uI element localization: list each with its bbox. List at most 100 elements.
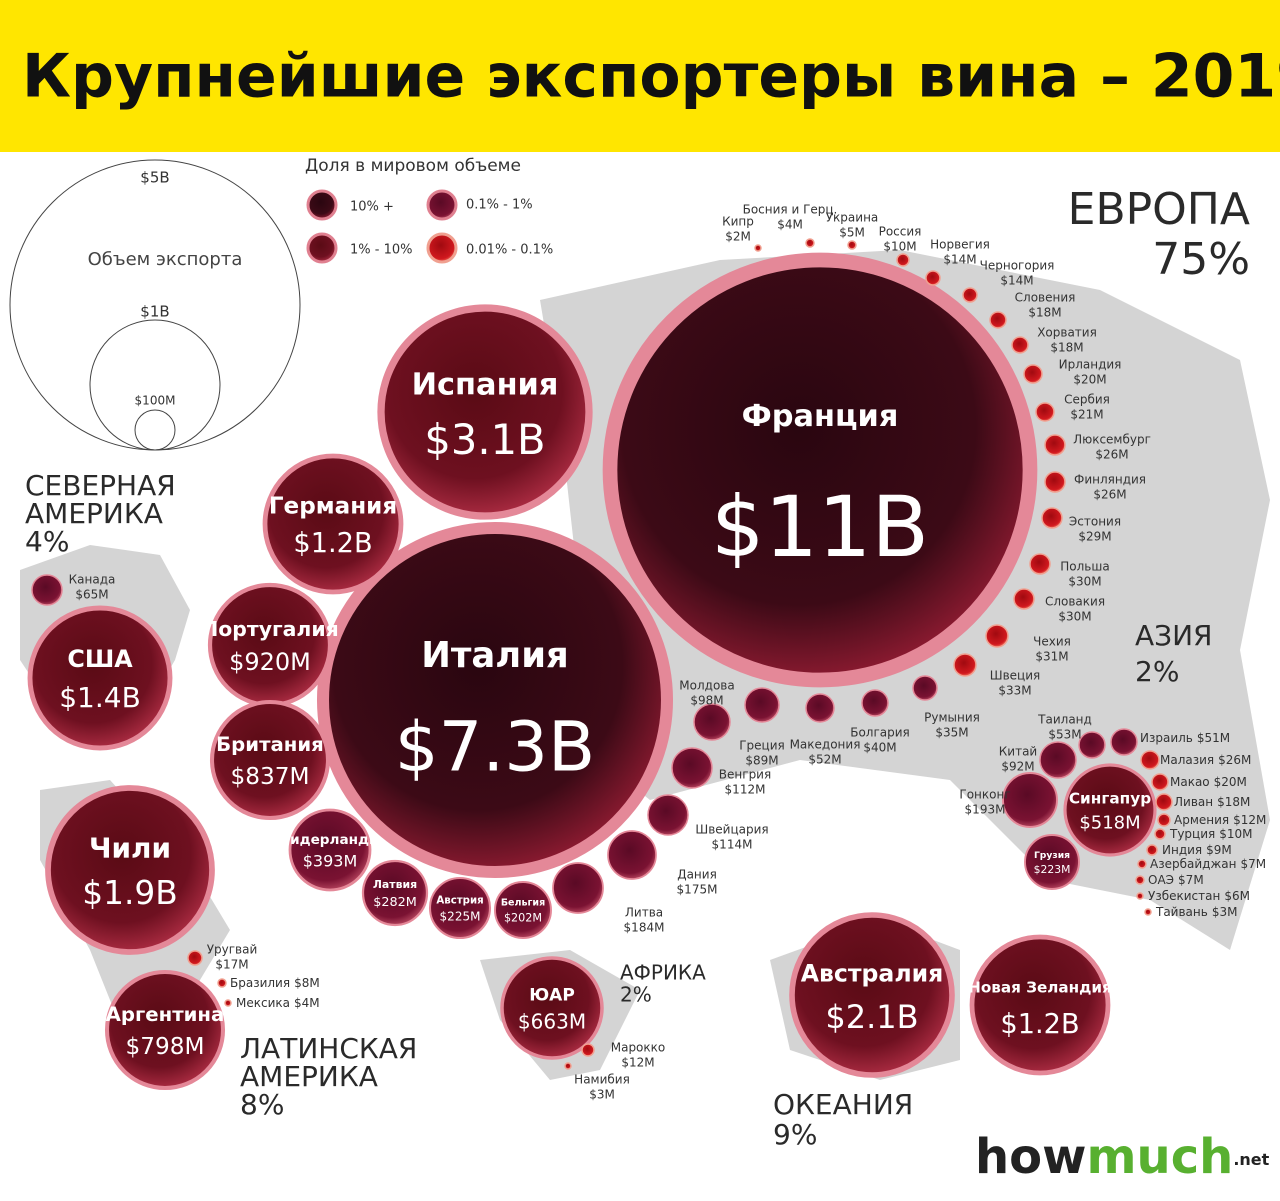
country-name: Литва [625, 906, 663, 920]
brand-c: .net [1233, 1150, 1269, 1169]
country-value: $223M [1034, 863, 1071, 876]
country-value: $14M [943, 253, 976, 267]
country-name: Мексика [236, 996, 290, 1010]
country-value: $282M [373, 895, 417, 910]
country-bubble [754, 244, 762, 252]
country-name: Уругвай [207, 943, 258, 957]
share-swatch [426, 232, 458, 264]
country-value: $7.3B [395, 708, 595, 788]
country-label: Израиль $51M [1140, 731, 1230, 745]
country-bubble [361, 859, 429, 927]
country-label: Азербайджан $7M [1150, 857, 1266, 871]
country-name: Молдова [679, 679, 734, 693]
country-bubble [744, 687, 780, 723]
country-name: Нидерланды [279, 832, 382, 848]
country-name: Грузия [1034, 850, 1070, 861]
country-bubble [693, 703, 731, 741]
country-value: $663M [518, 1010, 586, 1034]
country-bubble [1013, 588, 1035, 610]
country-value: $3M [589, 1088, 615, 1102]
country-name: ОАЭ [1148, 873, 1174, 887]
country-label: Узбекистан $6M [1148, 889, 1250, 903]
country-name: Португалия [201, 617, 339, 641]
country-name: Украина [826, 211, 879, 225]
size-title: Объем экспорта [88, 249, 243, 270]
country-value: $26M [1093, 488, 1126, 502]
country-name: Норвегия [930, 238, 990, 252]
country-value: $17M [215, 958, 248, 972]
country-bubble [671, 747, 713, 789]
country-value: $51M [1197, 731, 1230, 745]
country-bubble [602, 252, 1038, 688]
country-bubble [564, 1062, 572, 1070]
country-bubble [377, 304, 593, 520]
country-name: Австралия [801, 960, 944, 988]
country-value: $920M [229, 648, 311, 676]
country-bubble [500, 956, 604, 1060]
country-name: Эстония [1069, 515, 1121, 529]
country-value: $112M [725, 783, 766, 797]
country-bubble [1029, 553, 1051, 575]
country-name: Тайвань [1155, 905, 1208, 919]
country-value: $2.1B [825, 998, 918, 1036]
country-name: Канада [69, 573, 116, 587]
region-share: 8% [240, 1088, 284, 1121]
country-value: $114M [712, 838, 753, 852]
country-name: Бельгия [501, 898, 545, 909]
country-label: Армения $12M [1174, 813, 1266, 827]
country-name: США [67, 645, 133, 673]
region-share: 2% [1135, 655, 1179, 688]
country-name: Аргентина [106, 1003, 225, 1026]
country-name: ЮАР [529, 986, 575, 1006]
region-name: АФРИКА [620, 961, 706, 985]
region-share: 4% [25, 525, 69, 558]
country-bubble [1011, 336, 1029, 354]
country-name: Хорватия [1037, 326, 1097, 340]
country-value: $18M [1028, 306, 1061, 320]
country-value: $4M [294, 996, 320, 1010]
country-value: $3.1B [424, 415, 545, 464]
country-name: Новая Зеландия [968, 979, 1112, 997]
country-label: Мексика $4M [236, 996, 320, 1010]
country-bubble [1110, 728, 1138, 756]
country-name: Макао [1170, 775, 1210, 789]
country-value: $2M [725, 230, 751, 244]
size-legend [9, 159, 301, 451]
country-name: Латвия [373, 878, 417, 891]
region-name: ЛАТИНСКАЯ АМЕРИКА [240, 1032, 417, 1093]
country-name: Ливан [1174, 795, 1213, 809]
country-bubble [1044, 471, 1066, 493]
country-name: Словения [1015, 291, 1076, 305]
share-title: Доля в мировом объеме [305, 156, 521, 176]
country-value: $18M [1050, 341, 1083, 355]
country-label: Бразилия $8M [230, 976, 320, 990]
country-bubble [1157, 813, 1171, 827]
country-value: $193M [965, 803, 1006, 817]
country-value: $31M [1035, 650, 1068, 664]
country-name: Азербайджан [1150, 857, 1236, 871]
country-name: Словакия [1045, 595, 1105, 609]
region-name-line: ЛАТИНСКАЯ [240, 1032, 417, 1065]
country-bubble [552, 862, 604, 914]
country-bubble [1044, 434, 1066, 456]
country-value: $202M [504, 911, 542, 924]
share-swatch [426, 189, 458, 221]
country-bubble [805, 238, 815, 248]
country-value: $184M [624, 921, 665, 935]
country-name: Люксембург [1073, 433, 1151, 447]
country-name: Израиль [1140, 731, 1193, 745]
country-name: Кипр [722, 215, 754, 229]
country-value: $393M [303, 852, 358, 871]
country-bubble [262, 453, 404, 595]
share-label: 0.01% - 0.1% [466, 243, 553, 258]
country-value: $225M [440, 910, 481, 924]
country-bubble [104, 969, 226, 1091]
country-value: $53M [1048, 728, 1081, 742]
region-share: 9% [773, 1118, 817, 1151]
country-name: Италия [421, 635, 568, 676]
country-bubble [316, 521, 674, 879]
country-bubble [1041, 507, 1063, 529]
country-bubble [1136, 892, 1144, 900]
